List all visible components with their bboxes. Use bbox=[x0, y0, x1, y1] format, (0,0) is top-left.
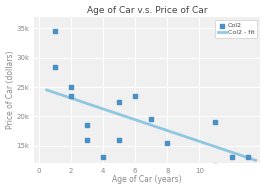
Col2 bbox=[53, 30, 57, 33]
Col2 bbox=[53, 65, 57, 68]
Title: Age of Car v.s. Price of Car: Age of Car v.s. Price of Car bbox=[87, 6, 207, 15]
Col2 bbox=[117, 100, 121, 103]
Legend: Col2, Col2 - fit: Col2, Col2 - fit bbox=[215, 20, 257, 38]
Col2 bbox=[229, 156, 234, 159]
Col2 bbox=[181, 176, 185, 179]
Col2 bbox=[149, 118, 153, 121]
Col2 bbox=[69, 94, 73, 97]
Col2 bbox=[117, 138, 121, 141]
X-axis label: Age of Car (years): Age of Car (years) bbox=[112, 175, 182, 184]
Col2 bbox=[69, 86, 73, 89]
Col2 bbox=[246, 156, 250, 159]
Col2 bbox=[213, 121, 218, 124]
Col2 bbox=[165, 141, 169, 144]
Col2 bbox=[85, 138, 89, 141]
Col2 bbox=[213, 165, 218, 168]
Col2 bbox=[101, 156, 105, 159]
Col2 bbox=[165, 170, 169, 173]
Y-axis label: Price of Car (dollars): Price of Car (dollars) bbox=[6, 51, 15, 129]
Col2 bbox=[133, 94, 137, 97]
Col2 bbox=[85, 124, 89, 127]
